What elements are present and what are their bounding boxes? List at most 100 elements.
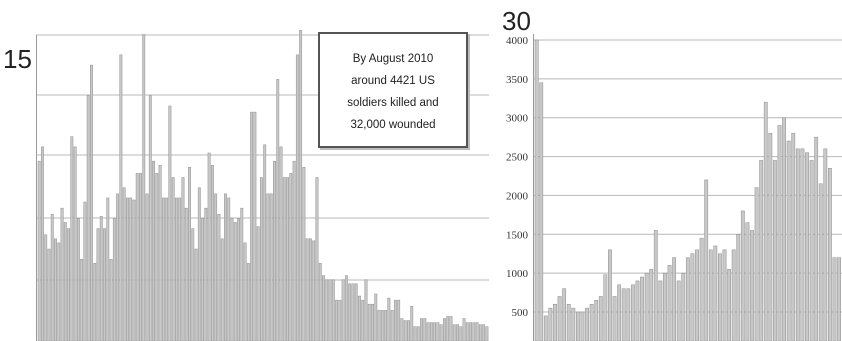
left-bar (295, 54, 299, 341)
left-bar (416, 326, 420, 341)
left-bar (449, 316, 453, 341)
right-bar (585, 307, 589, 341)
left-bar (197, 187, 201, 341)
right-bar (708, 249, 713, 341)
right-bar (562, 288, 567, 341)
left-bar (184, 207, 188, 341)
left-bar (338, 299, 342, 341)
right-bar (649, 269, 654, 341)
left-bar (429, 322, 433, 341)
left-bar (175, 197, 178, 341)
left-bar (269, 193, 273, 341)
left-bar (403, 320, 407, 341)
left-bar (423, 318, 427, 341)
right-bar (653, 230, 658, 341)
right-y-tick-label: 1000 (506, 268, 529, 280)
left-bar (201, 218, 205, 341)
left-bar (188, 167, 191, 341)
left-bar (112, 218, 116, 341)
left-bar (273, 160, 276, 341)
left-bar (204, 207, 208, 341)
left-bar (322, 275, 325, 341)
right-bar (704, 179, 709, 341)
left-bar (478, 324, 482, 341)
left-bar (433, 322, 437, 341)
left-bar (243, 242, 247, 341)
left-bar (469, 322, 472, 341)
left-bar (328, 279, 332, 341)
left-bar (86, 95, 90, 341)
left-bar (217, 214, 221, 341)
right-bar (667, 265, 672, 341)
left-bar (309, 238, 312, 341)
left-bar (237, 218, 240, 341)
left-bar (44, 234, 48, 341)
left-bar (407, 320, 410, 341)
right-bar (837, 257, 841, 341)
left-bar (63, 222, 67, 341)
left-bar (227, 197, 231, 341)
left-bar (387, 297, 391, 341)
right-bar (832, 257, 837, 341)
right-bar (534, 39, 539, 341)
left-bar (475, 322, 479, 341)
left-bar (152, 160, 155, 341)
left-bar (374, 293, 378, 341)
right-bar (727, 269, 732, 341)
left-bar (410, 306, 414, 341)
left-bar (259, 177, 263, 341)
left-bar (210, 164, 214, 341)
right-bar (740, 210, 745, 341)
left-bar (155, 173, 159, 341)
right-bar (672, 257, 677, 341)
left-cut-label: 15 (3, 44, 32, 74)
left-bar (413, 326, 417, 341)
right-bar (575, 311, 580, 341)
left-bar (96, 228, 100, 341)
right-bar (777, 125, 782, 341)
left-bar (191, 228, 195, 341)
left-bar (390, 310, 394, 341)
left-bar (482, 324, 486, 341)
left-bar (443, 318, 446, 341)
left-bar (67, 228, 71, 341)
right-bar (754, 187, 759, 341)
right-bar (681, 272, 686, 341)
right-bar (782, 117, 786, 341)
left-bar (364, 279, 368, 341)
left-bar (318, 263, 322, 341)
right-y-tick-label: 2500 (506, 152, 529, 164)
left-bar (37, 160, 41, 341)
left-bar (436, 322, 440, 341)
right-bar (828, 167, 832, 341)
left-bar (125, 197, 129, 341)
right-bar (557, 296, 562, 341)
left-bar (367, 303, 371, 341)
left-bar (109, 259, 113, 341)
left-bar (224, 193, 227, 341)
left-bar (132, 199, 136, 341)
left-bar (233, 222, 237, 341)
left-bar (426, 322, 430, 341)
right-bar (539, 82, 544, 341)
right-bar (718, 253, 722, 341)
left-bar (384, 310, 388, 341)
right-bar (763, 101, 768, 341)
left-bar (99, 216, 103, 341)
left-bar (420, 318, 423, 341)
right-bar (800, 148, 805, 341)
left-bar (465, 322, 469, 341)
left-bar (106, 197, 110, 341)
left-bar (194, 248, 198, 341)
left-bar (263, 144, 267, 341)
right-chart-bars (534, 39, 841, 341)
annotation-line-4: 32,000 wounded (350, 119, 436, 131)
left-bar (393, 299, 397, 341)
left-bar (380, 310, 384, 341)
right-bar (773, 160, 777, 341)
left-bar (178, 197, 182, 341)
left-bar (331, 279, 335, 341)
left-bar (351, 283, 355, 341)
right-bar (658, 280, 663, 341)
right-bar (640, 276, 644, 341)
